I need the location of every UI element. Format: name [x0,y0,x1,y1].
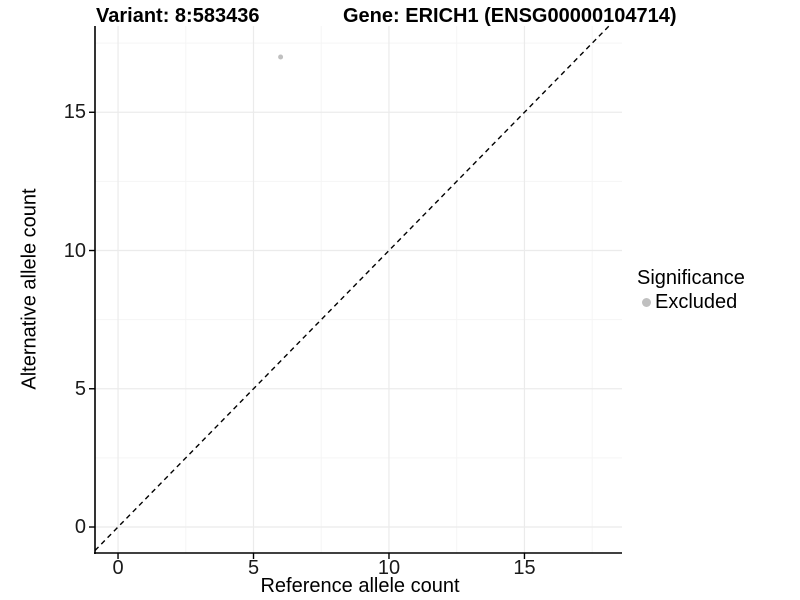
x-tick-label: 10 [377,557,401,579]
legend-item-excluded: Excluded [637,290,745,314]
x-tick-label: 15 [513,557,536,579]
x-tick-label: 5 [247,557,260,579]
x-axis-label: Reference allele count [260,575,460,597]
legend-item-label: Excluded [655,291,738,313]
plot-title-gene: Gene: ERICH1 (ENSG00000104714) [343,5,677,27]
y-tick-label: 15 [63,101,86,124]
y-axis-label: Alternative allele count [18,188,41,390]
legend: Significance Excluded [637,266,745,314]
legend-title: Significance [637,267,745,289]
plot-title-variant: Variant: 8:583436 [96,5,260,27]
y-tick-label: 0 [74,516,86,538]
y-tick-label: 10 [63,239,86,262]
identity-reference-line [94,25,610,552]
x-tick-label: 0 [112,557,124,579]
y-tick-label: 5 [74,377,86,400]
legend-point-icon [642,297,651,307]
data-point [278,54,284,60]
